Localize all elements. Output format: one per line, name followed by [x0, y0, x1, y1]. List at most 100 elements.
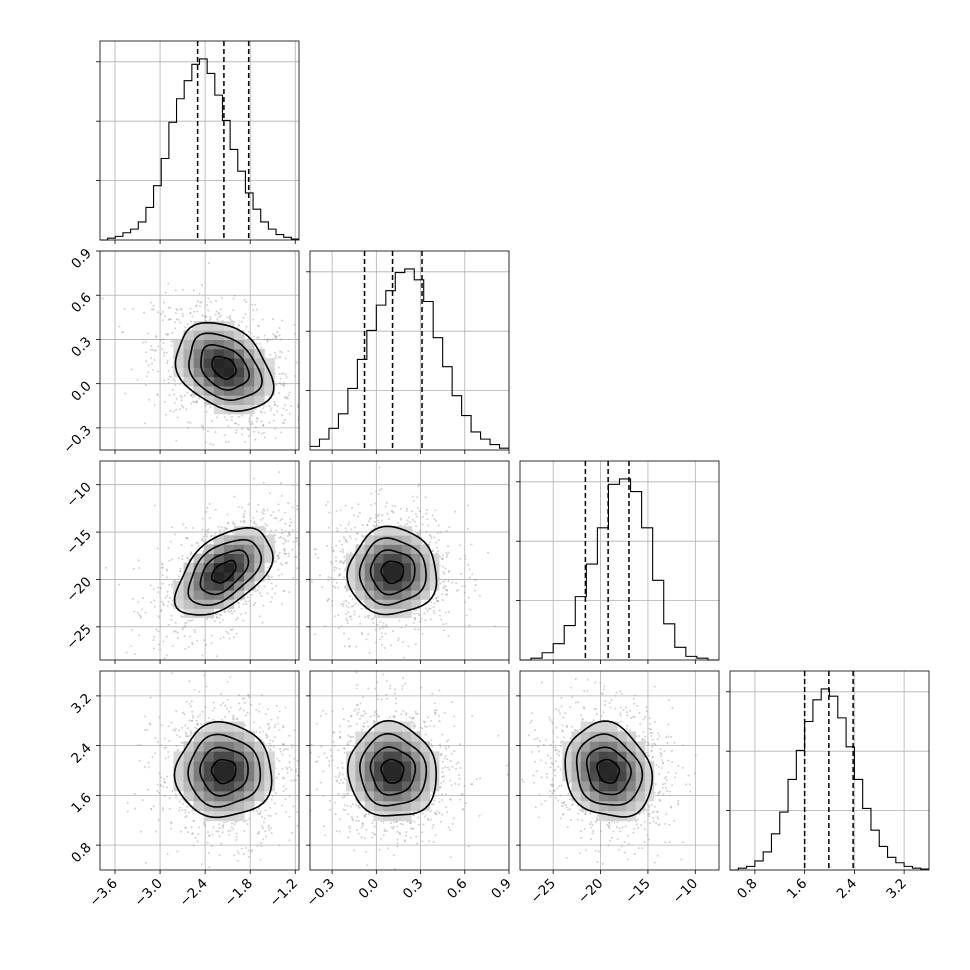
scatter-point: [220, 526, 223, 529]
scatter-point: [280, 372, 283, 375]
scatter-point: [278, 326, 281, 329]
scatter-point: [408, 516, 411, 519]
scatter-point: [274, 791, 277, 794]
scatter-point: [240, 613, 243, 616]
scatter-point: [147, 766, 150, 769]
scatter-point: [242, 516, 245, 519]
scatter-point: [349, 537, 352, 540]
scatter-point: [252, 517, 255, 520]
scatter-point: [291, 548, 294, 551]
scatter-point: [279, 350, 282, 353]
density-bin: [193, 321, 205, 331]
scatter-point: [175, 734, 178, 737]
scatter-point: [167, 306, 170, 309]
scatter-point: [268, 421, 271, 424]
scatter-point: [348, 521, 351, 524]
scatter-point: [442, 581, 445, 584]
scatter-point: [301, 466, 303, 468]
scatter-point: [280, 563, 283, 566]
scatter-point: [215, 416, 218, 419]
scatter-point: [283, 422, 286, 425]
scatter-point: [156, 740, 159, 743]
scatter-point: [281, 603, 284, 606]
scatter-point: [202, 539, 205, 542]
scatter-point: [286, 397, 289, 400]
scatter-point: [218, 617, 221, 620]
density-bin: [244, 562, 255, 573]
scatter-point: [184, 826, 187, 829]
scatter-point: [167, 318, 170, 321]
scatter-point: [200, 723, 203, 726]
scatter-point: [157, 345, 160, 348]
scatter-point: [286, 534, 289, 537]
density-bin: [203, 348, 215, 359]
scatter-point: [250, 420, 253, 423]
scatter-point: [347, 611, 350, 614]
scatter-point: [416, 515, 419, 518]
scatter-point: [265, 524, 268, 527]
scatter-panel-1-3: [310, 671, 509, 870]
scatter-point: [219, 637, 222, 640]
scatter-point: [294, 770, 297, 773]
density-bin: [223, 590, 235, 600]
panel-background: [310, 251, 509, 450]
scatter-point: [246, 823, 249, 826]
density-bin: [244, 771, 255, 782]
scatter-point: [367, 616, 370, 619]
scatter-point: [414, 643, 417, 646]
scatter-point: [278, 574, 281, 577]
scatter-point: [201, 517, 204, 520]
scatter-point: [281, 517, 284, 520]
scatter-point: [136, 378, 139, 381]
scatter-point: [171, 672, 174, 675]
scatter-point: [189, 312, 192, 315]
scatter-point: [282, 785, 285, 788]
scatter-point: [171, 599, 174, 602]
scatter-point: [222, 826, 225, 829]
scatter-point: [374, 516, 377, 519]
scatter-point: [439, 555, 442, 558]
scatter-point: [244, 600, 247, 603]
scatter-point: [133, 610, 136, 613]
scatter-point: [251, 849, 254, 852]
scatter-point: [174, 312, 177, 315]
scatter-point: [203, 639, 206, 642]
density-bin: [373, 526, 384, 536]
scatter-point: [155, 628, 158, 631]
scatter-point: [166, 362, 169, 365]
scatter-point: [375, 513, 378, 516]
scatter-point: [242, 317, 245, 320]
scatter-point: [205, 510, 208, 513]
grid-lines: [100, 41, 299, 240]
scatter-point: [184, 816, 187, 819]
density-bin: [364, 553, 375, 564]
scatter-point: [414, 512, 417, 515]
scatter-point: [269, 739, 272, 742]
scatter-point: [251, 414, 254, 417]
density-bin: [193, 590, 205, 600]
scatter-point: [352, 514, 355, 517]
scatter-point: [257, 336, 260, 339]
scatter-point: [183, 394, 186, 397]
scatter-point: [168, 596, 171, 599]
scatter-point: [270, 798, 273, 801]
scatter-point: [179, 570, 182, 573]
scatter-point: [271, 318, 274, 321]
density-bin: [233, 590, 245, 600]
scatter-point: [276, 555, 279, 558]
scatter-point: [314, 633, 317, 636]
scatter-point: [277, 366, 280, 369]
scatter-point: [384, 505, 387, 508]
scatter-point: [251, 593, 254, 596]
scatter-point: [255, 420, 258, 423]
scatter-point: [417, 628, 420, 631]
density-bin: [420, 544, 431, 554]
scatter-point: [149, 696, 152, 699]
density-bin: [203, 395, 215, 405]
density-bin: [233, 544, 245, 554]
density-bin: [213, 800, 225, 812]
scatter-point: [282, 724, 285, 727]
density-bin: [244, 544, 255, 554]
density-bin: [203, 376, 215, 387]
density-bin: [203, 358, 215, 368]
